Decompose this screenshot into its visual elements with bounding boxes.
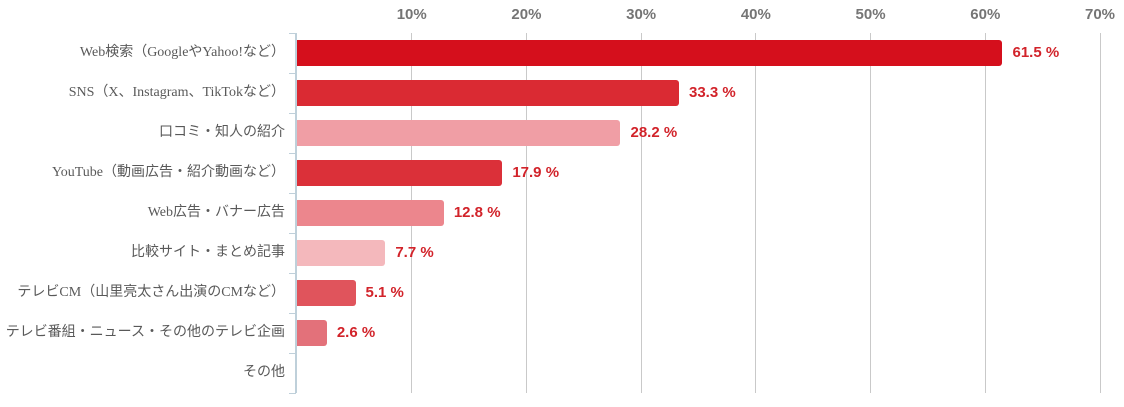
bar	[297, 320, 327, 346]
y-axis-tick	[289, 353, 296, 354]
value-label: 61.5 %	[1012, 44, 1060, 61]
bar	[297, 120, 621, 146]
plot-area: 61.5 % 33.3 % 28.2 % 17.9 % 12.8 % 7.7 % 5.1 %…	[297, 33, 1101, 393]
y-axis-tick	[289, 113, 296, 114]
value-label: 7.7 %	[395, 244, 434, 261]
y-axis-tick	[289, 73, 296, 74]
category-label: テレビCM（山里亮太さん出演のCMなど）	[17, 285, 285, 300]
y-axis-tick	[289, 313, 296, 314]
gridline	[755, 33, 757, 393]
bar	[297, 200, 444, 226]
category-label: 口コミ・知人の紹介	[159, 125, 285, 140]
category-label: その他	[243, 365, 285, 380]
bar	[297, 80, 679, 106]
value-label: 17.9 %	[512, 164, 560, 181]
gridline	[525, 33, 527, 393]
category-label: Web広告・バナー広告	[147, 205, 285, 220]
category-label: SNS（X、Instagram、TikTokなど）	[68, 85, 285, 100]
category-label: Web検索（GoogleやYahoo!など）	[79, 45, 285, 60]
gridline	[870, 33, 872, 393]
bar	[297, 240, 386, 266]
gridline	[1099, 33, 1101, 393]
y-axis-line	[295, 33, 297, 393]
x-tick-label: 40%	[740, 6, 771, 23]
bar	[297, 280, 356, 306]
y-axis-tick	[289, 393, 296, 394]
category-label: テレビ番組・ニュース・その他のテレビ企画	[5, 325, 285, 340]
y-axis-tick	[289, 153, 296, 154]
category-label: 比較サイト・まとめ記事	[131, 245, 285, 260]
x-tick-label: 30%	[626, 6, 657, 23]
gridline	[640, 33, 642, 393]
x-tick-label: 50%	[855, 6, 886, 23]
y-axis-tick	[289, 273, 296, 274]
x-tick-label: 10%	[396, 6, 427, 23]
bar	[297, 160, 503, 186]
value-label: 12.8 %	[453, 204, 501, 221]
gridline	[984, 33, 986, 393]
value-label: 2.6 %	[336, 324, 376, 341]
y-axis-tick	[289, 193, 296, 194]
y-axis-tick	[289, 33, 296, 34]
x-tick-label: 70%	[1084, 6, 1116, 23]
y-axis-tick	[289, 233, 296, 234]
bar	[297, 40, 1003, 66]
category-label: YouTube（動画広告・紹介動画など）	[52, 165, 285, 180]
value-label: 28.2 %	[630, 124, 678, 141]
x-tick-label: 60%	[970, 6, 1001, 23]
value-label: 5.1 %	[365, 284, 404, 301]
value-label: 33.3 %	[688, 84, 736, 101]
x-tick-label: 20%	[511, 6, 542, 23]
